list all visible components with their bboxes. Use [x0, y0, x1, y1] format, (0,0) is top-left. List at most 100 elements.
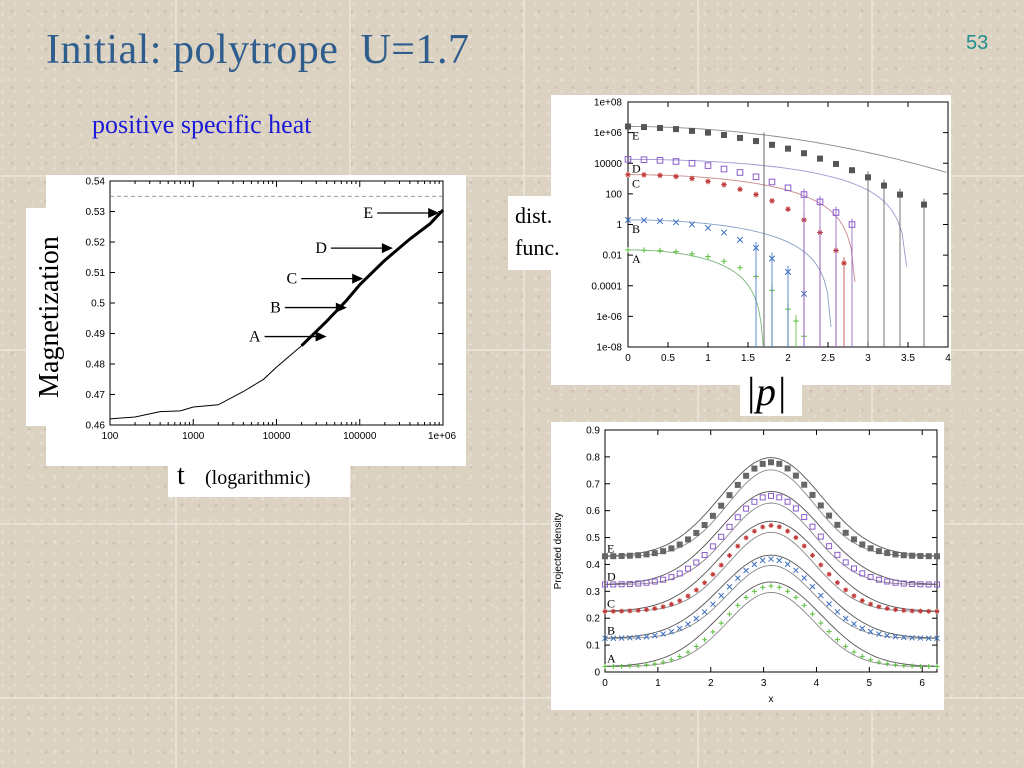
theory-curve-c [604, 520, 938, 612]
data-point-c [625, 171, 631, 178]
data-point-b [776, 557, 783, 564]
data-point-d [751, 498, 758, 505]
y-tick-label: 0.6 [586, 506, 600, 517]
data-point-c [909, 608, 915, 614]
data-point-d [875, 576, 882, 583]
data-point-a [673, 248, 679, 255]
data-point-e [776, 460, 783, 467]
theory-curve-c [604, 531, 938, 612]
data-point-b [640, 217, 648, 224]
data-point-b [743, 567, 749, 574]
magnetization-chart-panel: 0.46 0.47 0.48 0.49 0.5 0.51 0.52 0.53 0.54 100 10… [46, 175, 466, 466]
data-point-d [768, 492, 774, 499]
data-point-a [702, 637, 708, 643]
data-point-d [743, 505, 750, 512]
data-point-a [657, 247, 663, 254]
data-point-e [673, 126, 679, 133]
annotation-arrowhead-c [352, 273, 364, 284]
data-point-a [793, 594, 799, 600]
data-point-a [727, 611, 732, 617]
data-point-d [726, 523, 733, 530]
data-point-c [785, 206, 791, 212]
data-point-d [651, 578, 658, 585]
data-point-c [926, 608, 932, 614]
data-point-b [759, 557, 766, 564]
theory-curve-b [605, 564, 937, 639]
data-point-d [643, 579, 650, 586]
data-point-a [602, 664, 608, 670]
y-tick-label: 0.5 [586, 533, 600, 544]
data-point-c [693, 587, 699, 593]
data-point-d [934, 581, 940, 588]
x-tick-label: 1 [655, 678, 661, 689]
data-point-e [721, 131, 727, 138]
x-tick-label: 0 [625, 353, 631, 364]
data-point-b [751, 561, 758, 568]
data-point-c [660, 604, 666, 610]
data-point-d [688, 159, 696, 167]
data-point-b [768, 556, 774, 562]
data-point-e [651, 550, 658, 557]
data-point-b [685, 621, 691, 627]
data-point-d [610, 581, 617, 588]
data-point-d [693, 559, 700, 566]
y-tick-label: 0 [594, 668, 600, 679]
data-point-e [705, 129, 711, 136]
data-point-a [884, 661, 890, 667]
y-tick-label: 10000 [594, 159, 622, 170]
data-point-e [737, 134, 743, 141]
data-point-b [834, 608, 841, 615]
data-point-b [934, 635, 940, 642]
data-point-a [627, 663, 633, 669]
data-point-d [817, 533, 824, 540]
y-tick-label: 1 [616, 220, 622, 231]
logarithmic-label: (logarithmic) [205, 467, 311, 489]
data-point-c [705, 178, 711, 185]
data-point-c [810, 552, 815, 558]
y-tick-label: 0.9 [586, 426, 600, 437]
x-tick-label: 6 [919, 678, 925, 689]
data-point-d [768, 178, 776, 186]
annotation-arrowhead-e [428, 208, 440, 219]
x-tick-label: 2 [785, 353, 791, 364]
data-point-b [851, 621, 857, 627]
series-label-a: A [632, 252, 641, 266]
data-point-d [709, 543, 716, 550]
data-point-c [801, 543, 807, 549]
data-point-d [704, 162, 712, 169]
y-tick-label: 0.49 [86, 329, 106, 340]
y-tick-label: 0.54 [86, 177, 106, 188]
data-point-e [801, 150, 807, 157]
data-point-d [672, 158, 680, 165]
data-point-a [834, 637, 840, 643]
data-point-d [752, 173, 760, 181]
data-point-a [635, 663, 641, 669]
distribution-chart-panel: 1e-08 1e-06 0.0001 0.01 1 100 10000 1e+06 1e+08 0… [551, 95, 951, 385]
data-point-c [785, 528, 791, 534]
data-point-e [917, 553, 924, 560]
y-tick-label: 0.47 [86, 390, 106, 401]
series-label-d: D [632, 161, 641, 175]
data-point-a [652, 661, 658, 667]
data-point-e [726, 492, 733, 499]
data-point-c [818, 562, 824, 568]
series-label-b: B [607, 623, 615, 637]
series-label-b: B [632, 222, 640, 236]
theory-curve-b [604, 554, 938, 639]
data-point-e [625, 123, 631, 130]
data-point-b [627, 634, 633, 641]
y-tick-label: 0.3 [586, 587, 600, 598]
data-point-b [842, 615, 849, 622]
data-point-a [810, 611, 815, 617]
data-point-d [851, 565, 857, 572]
data-point-d [626, 580, 633, 587]
data-point-e [693, 529, 700, 536]
data-point-c [610, 608, 616, 614]
data-point-e [709, 512, 716, 519]
data-point-e [884, 550, 891, 557]
x-tick-label: 1.5 [741, 353, 755, 364]
data-point-d [685, 565, 691, 572]
data-point-b [720, 229, 728, 236]
data-point-b [704, 224, 712, 232]
x-tick-label: 2 [708, 678, 714, 689]
